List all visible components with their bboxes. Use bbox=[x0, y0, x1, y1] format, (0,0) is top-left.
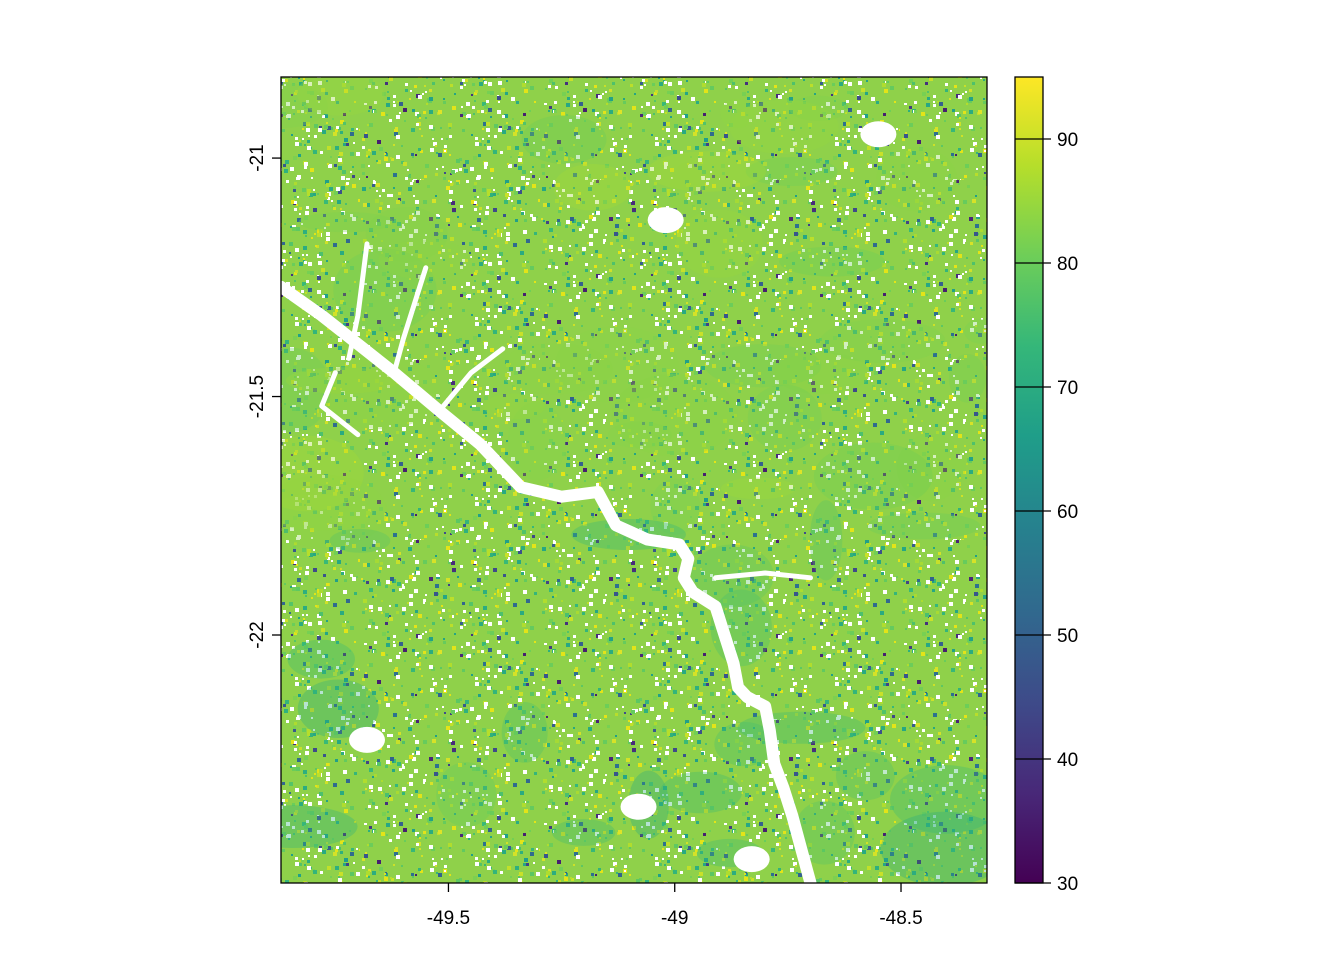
colorbar-fill bbox=[1015, 77, 1043, 883]
y-tick-label: -21 bbox=[247, 144, 268, 171]
colorbar-tick-label: 30 bbox=[1057, 874, 1078, 895]
x-axis: -49.5 -49 -48.5 bbox=[427, 883, 923, 929]
x-tick-label: -49.5 bbox=[427, 908, 470, 929]
raster-image bbox=[281, 77, 987, 883]
colorbar-tick-label: 90 bbox=[1057, 130, 1078, 151]
colorbar-tick-label: 80 bbox=[1057, 254, 1078, 275]
colorbar-ticks: 30 40 50 60 70 80 90 bbox=[1015, 130, 1078, 895]
y-tick-label: -22 bbox=[247, 621, 268, 648]
x-tick-label: -48.5 bbox=[879, 908, 922, 929]
colorbar-legend: 30 40 50 60 70 80 90 bbox=[1014, 76, 1078, 895]
x-tick-label: -49 bbox=[661, 908, 688, 929]
river-tributaries bbox=[319, 241, 813, 581]
y-tick-label: -21.5 bbox=[247, 375, 268, 418]
raster-texture bbox=[281, 77, 987, 883]
reservoir-river bbox=[281, 280, 817, 883]
nodata-areas bbox=[348, 121, 897, 873]
colorbar-frame bbox=[1014, 76, 1044, 884]
colorbar-tick-label: 70 bbox=[1057, 378, 1078, 399]
colorbar-tick-label: 40 bbox=[1057, 750, 1078, 771]
colorbar-tick-label: 50 bbox=[1057, 626, 1078, 647]
y-axis: -21 -21.5 -22 bbox=[247, 144, 281, 649]
plot-frame bbox=[280, 76, 988, 884]
colorbar-tick-label: 60 bbox=[1057, 502, 1078, 523]
raster-patches bbox=[281, 77, 987, 883]
